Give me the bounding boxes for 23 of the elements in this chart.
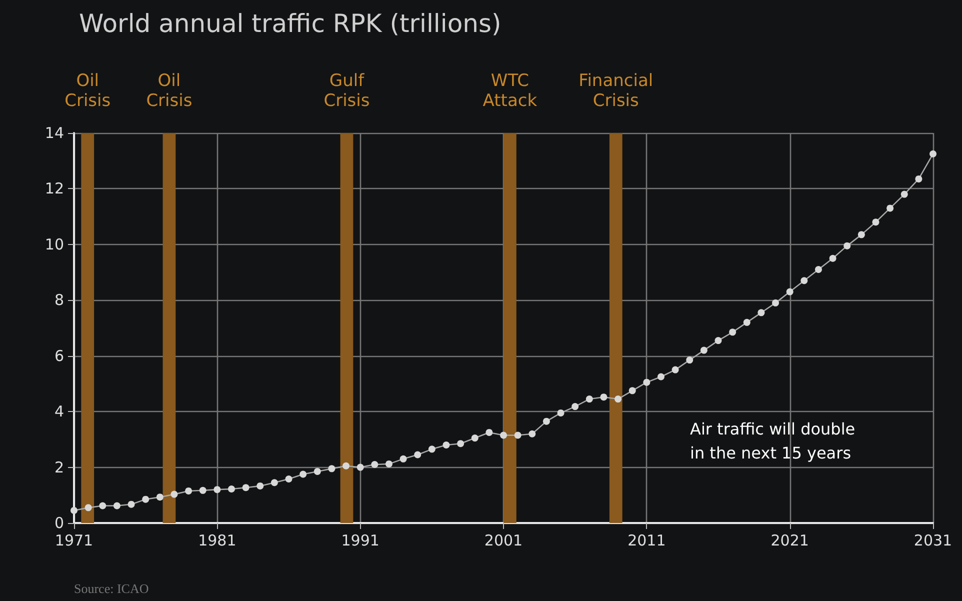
y-tick-label: 0 — [54, 514, 64, 532]
band-label: Gulf Crisis — [324, 71, 370, 111]
source-note: Source: ICAO — [74, 581, 149, 596]
band-label: Oil Crisis — [146, 71, 192, 111]
x-tick-label: 2021 — [770, 532, 809, 550]
x-tick-label: 1981 — [198, 532, 236, 550]
x-tick-label: 2001 — [484, 532, 523, 550]
chart-title: World annual traffic RPK (trillions) — [79, 9, 502, 38]
x-tick-label: 2011 — [628, 532, 666, 550]
x-tick-label: 1991 — [341, 532, 380, 550]
band-label: Oil Crisis — [64, 71, 111, 111]
band-label: Financial Crisis — [578, 71, 654, 111]
y-tick-label: 8 — [54, 291, 64, 310]
band-label: WTC Attack — [482, 71, 538, 111]
y-tick-label: 10 — [44, 235, 64, 254]
y-tick-label: 4 — [54, 402, 64, 421]
y-tick-label: 2 — [54, 458, 64, 476]
y-tick-label: 12 — [44, 180, 64, 198]
x-tick-label: 2031 — [914, 532, 952, 550]
y-tick-label: 14 — [44, 124, 64, 142]
y-tick-label: 6 — [54, 346, 64, 365]
x-tick-label: 1971 — [54, 532, 94, 550]
annotation: Air traffic will double in the next 15 years — [690, 420, 856, 462]
